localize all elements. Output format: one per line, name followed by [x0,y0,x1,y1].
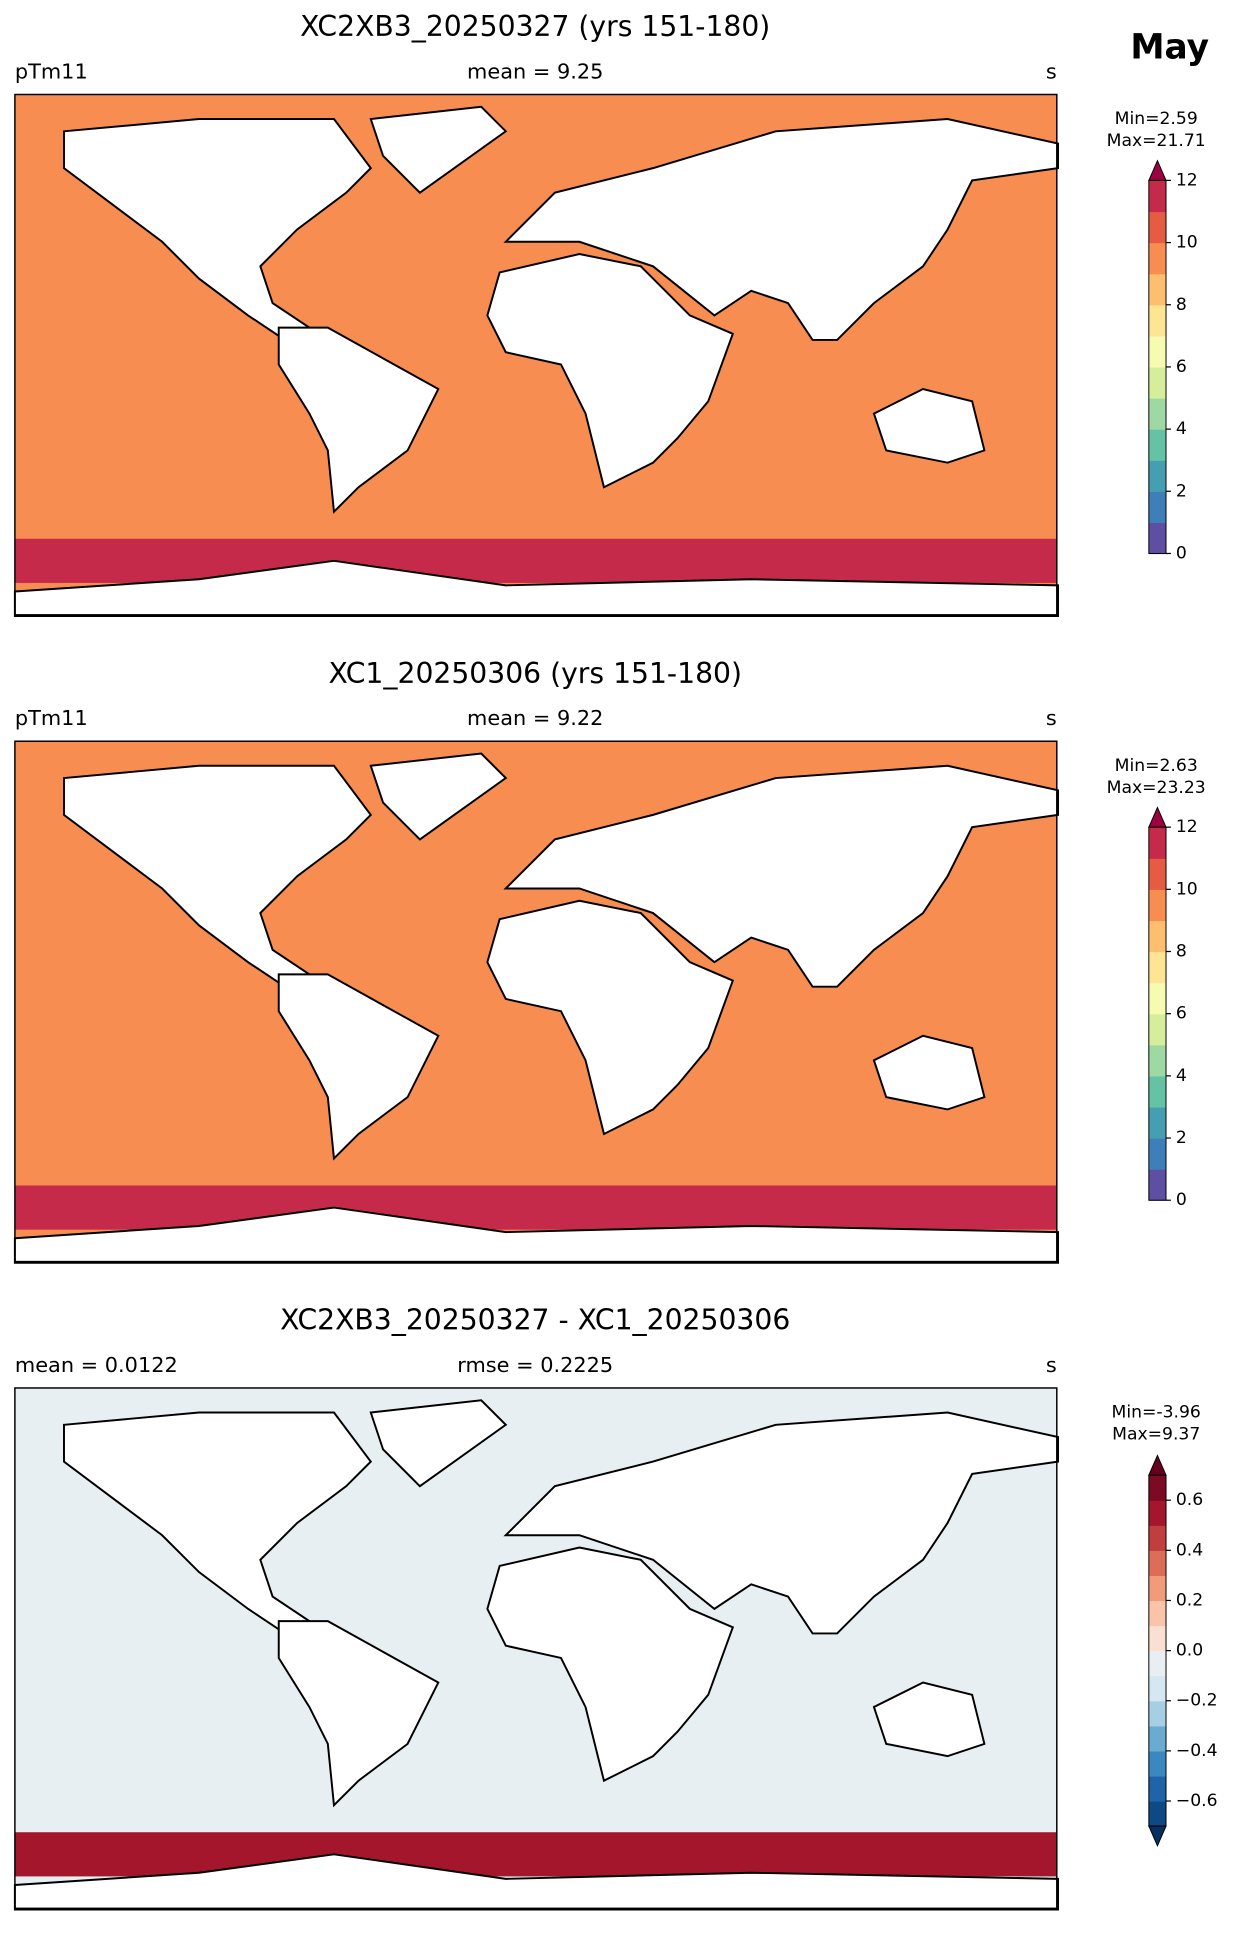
colorbar-segment [1148,1625,1167,1652]
colorbar-segment [1148,1550,1167,1577]
colorbar-tick-label: 8 [1176,942,1187,962]
southern-ocean [14,538,1057,583]
colorbar-segment [1148,242,1167,275]
center-label: mean = 9.22 [467,706,603,730]
stat-label: Min=-3.96 [1112,1403,1201,1423]
center-label: rmse = 0.2225 [457,1353,613,1377]
colorbar-tick-label: 0 [1176,1190,1187,1210]
colorbar-segment [1148,273,1167,306]
panel-title: XC1_20250306 (yrs 151-180) [328,657,742,690]
colorbar-tick-label: 12 [1176,817,1198,837]
colorbar-segment [1148,1169,1167,1201]
colorbar-segment [1148,180,1167,213]
colorbar-segment [1148,522,1167,555]
colorbar-segment [1148,1075,1167,1108]
colorbar-tick-label: 4 [1176,419,1187,439]
colorbar-segment [1148,335,1167,368]
colorbar-tick-label: 6 [1176,1004,1187,1024]
unit-label: s [1046,1353,1057,1377]
map-frame [14,93,1058,616]
colorbar-extend [1148,1825,1167,1847]
colorbar-segment [1148,1801,1167,1827]
panel-title: XC2XB3_20250327 (yrs 151-180) [300,10,770,43]
colorbar-tick-label: 0.0 [1176,1641,1203,1661]
colorbar-segment [1148,1500,1167,1526]
southern-ocean [14,1185,1057,1230]
colorbar-tick-label: −0.4 [1176,1741,1218,1761]
colorbar-extend [1148,159,1167,181]
stat-label: Min=2.59 [1115,109,1198,129]
colorbar-segment [1148,920,1167,953]
figure-title: May [1130,28,1209,68]
colorbar-tick-label: −0.2 [1176,1691,1218,1711]
colorbar-segment [1148,1475,1167,1501]
colorbar-tick-label: 2 [1176,1128,1187,1148]
colorbar-tick-label: 12 [1176,170,1198,190]
colorbar-segment [1148,1700,1167,1727]
colorbar-tick-label: 10 [1176,233,1198,253]
left-label: mean = 0.0122 [15,1353,178,1377]
panel-title: XC2XB3_20250327 - XC1_20250306 [280,1304,790,1337]
stat-label: Max=23.23 [1107,778,1206,798]
colorbar-tick-label: 0.6 [1176,1490,1203,1510]
colorbar-segment [1148,1775,1167,1802]
colorbar-segment [1148,982,1167,1015]
colorbar-tick-label: 6 [1176,357,1187,377]
colorbar-tick-label: 0.4 [1176,1540,1203,1560]
colorbar-segment [1148,460,1167,492]
colorbar-segment [1148,304,1167,337]
colorbar-segment [1148,1650,1167,1677]
colorbar-segment [1148,491,1167,523]
colorbar-segment [1148,1044,1167,1077]
colorbar-tick-label: 2 [1176,481,1187,501]
colorbar-tick-label: −0.6 [1176,1791,1218,1811]
colorbar-segment [1148,366,1167,399]
colorbar-extend [1148,806,1167,828]
colorbar-segment [1148,1675,1167,1702]
map-frame [14,1387,1058,1910]
map-frame [14,740,1058,1263]
left-label: pTm11 [15,59,88,83]
colorbar-segment [1148,1525,1167,1551]
colorbar-segment [1148,1750,1167,1777]
stat-label: Max=21.71 [1107,131,1206,151]
colorbar-segment [1148,1138,1167,1170]
stat-label: Max=9.37 [1112,1425,1200,1445]
colorbar-tick-label: 0 [1176,543,1187,563]
colorbar-tick-label: 10 [1176,879,1198,899]
unit-label: s [1046,706,1057,730]
colorbar-segment [1148,398,1167,430]
colorbar-segment [1148,1575,1167,1602]
southern-ocean [14,1832,1057,1877]
colorbar-segment [1148,429,1167,461]
colorbar-extend [1148,1454,1167,1476]
colorbar-segment [1148,1013,1167,1046]
colorbar-segment [1148,889,1167,922]
colorbar-tick-label: 8 [1176,295,1187,315]
colorbar-segment [1148,1725,1167,1752]
colorbar-segment [1148,211,1167,244]
colorbar-tick-label: 0.2 [1176,1590,1203,1610]
colorbar-tick-label: 4 [1176,1066,1187,1086]
center-label: mean = 9.25 [467,59,603,83]
colorbar-segment [1148,1600,1167,1627]
colorbar-segment [1148,1106,1167,1139]
unit-label: s [1046,59,1057,83]
colorbar-segment [1148,858,1167,890]
colorbar-segment [1148,827,1167,859]
left-label: pTm11 [15,706,88,730]
colorbar-segment [1148,951,1167,984]
stat-label: Min=2.63 [1115,756,1198,776]
